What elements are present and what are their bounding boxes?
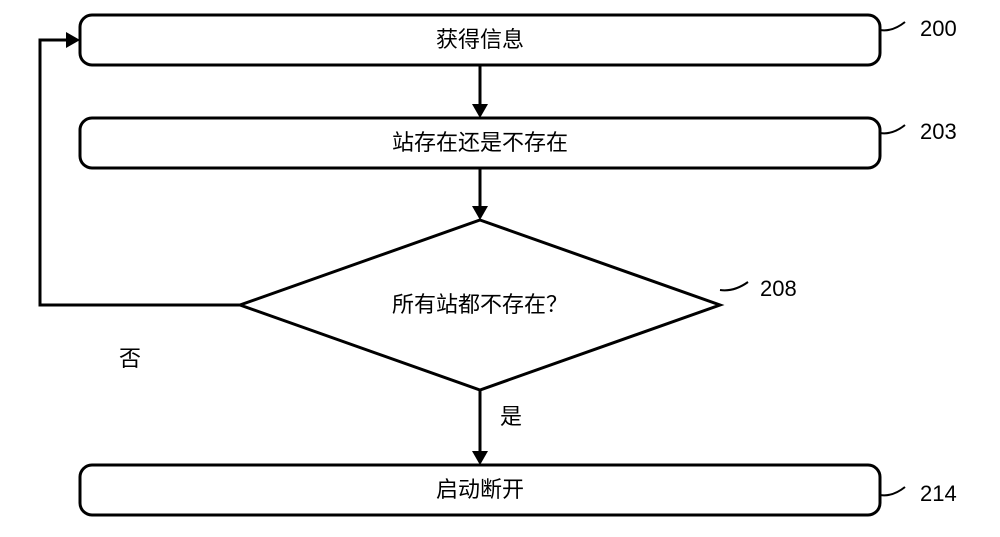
- flow-step-label: 获得信息: [436, 27, 524, 52]
- flow-edge: [40, 40, 240, 305]
- ref-number: 214: [920, 481, 957, 506]
- edge-label: 是: [500, 404, 522, 429]
- ref-number: 203: [920, 119, 957, 144]
- flow-step-label: 启动断开: [436, 477, 524, 502]
- ref-number: 208: [760, 276, 797, 301]
- flowchart-canvas: 获得信息 200 站存在还是不存在 203 所有站都不存在？ 208 启动断开 214 是 否: [0, 0, 1000, 537]
- edge-label: 否: [119, 346, 141, 371]
- flow-decision-label: 所有站都不存在？: [392, 292, 568, 317]
- ref-number: 200: [920, 16, 957, 41]
- flow-step-label: 站存在还是不存在: [392, 130, 568, 155]
